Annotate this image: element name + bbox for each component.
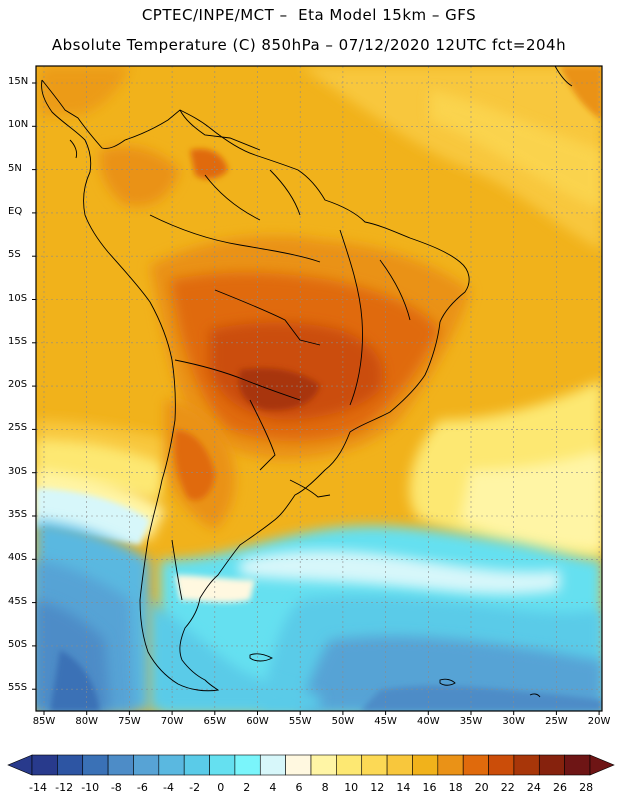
colorbar-swatch (285, 754, 312, 776)
lon-label: 85W (32, 716, 56, 727)
lat-label: 10S (8, 292, 28, 304)
colorbar-max-arrow (589, 754, 615, 776)
colorbar-label: 4 (269, 781, 277, 794)
colorbar-label: 24 (526, 781, 541, 794)
colorbar-label: 10 (344, 781, 359, 794)
map-frame (35, 65, 603, 712)
colorbar-label: 14 (396, 781, 411, 794)
colorbar-label: -4 (163, 781, 174, 794)
colorbar-label: 28 (579, 781, 594, 794)
colorbar-label: 0 (217, 781, 225, 794)
lat-label: 30S (8, 465, 28, 477)
lat-label: 55S (8, 682, 28, 694)
lat-lon-grid (36, 66, 602, 711)
colorbar-swatch (82, 754, 109, 776)
lon-label: 65W (203, 716, 227, 727)
colorbar-swatch (310, 754, 337, 776)
colorbar-label: -14 (29, 781, 47, 794)
colorbar-label: 6 (295, 781, 303, 794)
colorbar-label: 16 (422, 781, 437, 794)
colorbar-label: -10 (81, 781, 100, 794)
lon-label: 60W (246, 716, 269, 727)
colorbar-label: -12 (55, 781, 74, 794)
lat-label: 5N (8, 162, 22, 174)
colorbar-swatch (183, 754, 210, 776)
lat-label: 15S (8, 335, 28, 347)
colorbar-swatch (538, 754, 565, 776)
coastlines (41, 66, 573, 698)
lat-label: 50S (8, 638, 28, 650)
colorbar-swatch (107, 754, 134, 776)
colorbar-label: 22 (500, 781, 515, 794)
lon-label: 45W (374, 716, 397, 727)
lon-label: 70W (160, 716, 184, 727)
colorbar-label: 20 (474, 781, 489, 794)
colorbar-min-arrow (7, 754, 33, 776)
lon-label: 35W (459, 716, 483, 727)
colorbar-swatch (513, 754, 540, 776)
lon-label: 75W (118, 716, 141, 727)
colorbar-swatch (133, 754, 160, 776)
colorbar-label: 2 (243, 781, 251, 794)
colorbar-swatch (462, 754, 489, 776)
lon-label: 30W (502, 716, 525, 727)
colorbar-swatch (336, 754, 363, 776)
colorbar-swatch (158, 754, 185, 776)
colorbar-swatch (488, 754, 515, 776)
colorbar-swatch (564, 754, 591, 776)
lon-label: 20W (587, 716, 611, 727)
colorbar-swatch (31, 754, 58, 776)
chart-title-line2: Absolute Temperature (C) 850hPa – 07/12/… (51, 36, 567, 54)
lon-label: 50W (331, 716, 355, 727)
lat-label: 45S (8, 595, 28, 607)
lon-label: 80W (75, 716, 98, 727)
colorbar-swatch (209, 754, 236, 776)
colorbar-swatch (412, 754, 439, 776)
colorbar-label: 18 (448, 781, 463, 794)
colorbar-swatch (386, 754, 413, 776)
lat-label: 15N (8, 76, 29, 87)
colorbar-swatch (361, 754, 388, 776)
lat-label: 5S (8, 249, 21, 261)
lat-label: 10N (8, 119, 29, 131)
colorbar (7, 754, 615, 776)
lat-label: 35S (8, 509, 28, 520)
colorbar-label: -8 (110, 781, 122, 794)
axis-ticks (32, 82, 600, 715)
lon-label: 40W (416, 716, 440, 727)
lat-label: 40S (8, 552, 28, 564)
colorbar-label: 26 (553, 781, 567, 794)
colorbar-label: 12 (370, 781, 385, 794)
colorbar-label: -6 (136, 781, 148, 794)
chart-title-line1: CPTEC/INPE/MCT – Eta Model 15km – GFS (141, 6, 477, 24)
lon-label: 25W (545, 716, 568, 727)
colorbar-swatch (437, 754, 464, 776)
colorbar-swatch (57, 754, 84, 776)
lat-label: EQ (8, 205, 23, 217)
lon-label: 55W (288, 716, 312, 727)
lat-label: 20S (8, 379, 28, 391)
lat-label: 25S (8, 422, 28, 434)
temperature-field (36, 66, 602, 711)
colorbar-label: 8 (321, 781, 329, 794)
colorbar-swatch (234, 754, 261, 776)
colorbar-swatch (259, 754, 286, 776)
colorbar-label: -2 (189, 781, 201, 794)
